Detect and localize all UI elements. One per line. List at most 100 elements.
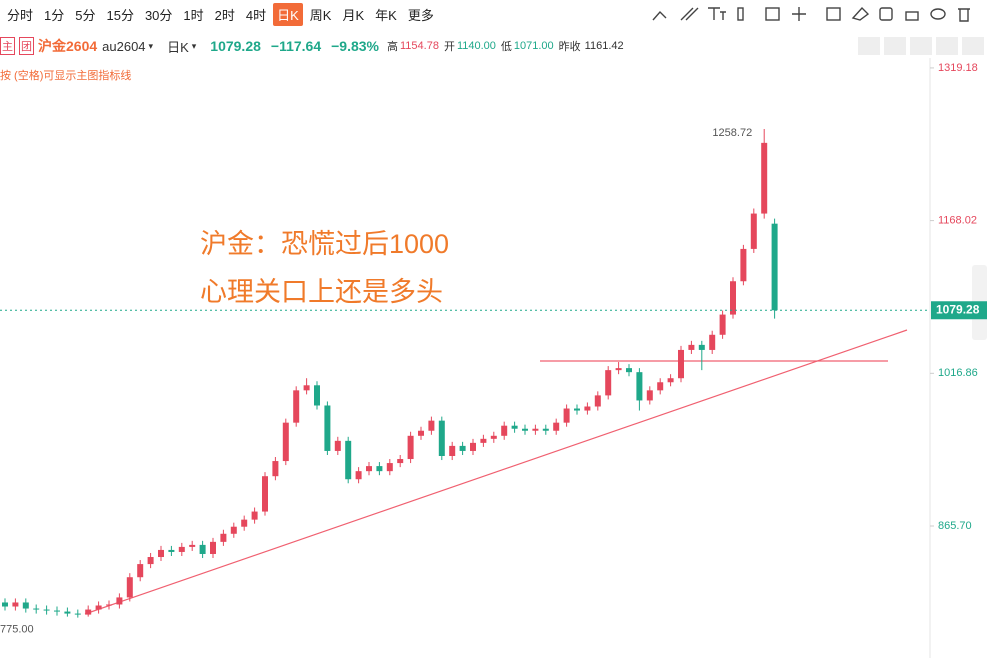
period-tab[interactable]: 2时 bbox=[214, 7, 235, 23]
body bbox=[386, 463, 393, 472]
toolbar: 分时 1分 5分 15分 30分 1时 2时 4时 日K 周K 月K 年K 更多 bbox=[0, 0, 438, 28]
body bbox=[626, 368, 632, 373]
body bbox=[147, 557, 154, 565]
body bbox=[605, 370, 612, 396]
body bbox=[334, 440, 341, 451]
button[interactable] bbox=[858, 37, 880, 55]
icon[interactable] bbox=[792, 7, 806, 21]
icon[interactable] bbox=[958, 8, 970, 22]
body bbox=[293, 390, 300, 423]
change-pct: −9.83% bbox=[331, 38, 379, 54]
period-tab[interactable]: 年K bbox=[375, 7, 397, 23]
period-tab[interactable]: 分时 bbox=[7, 7, 34, 23]
y-tick-label: 1016.86 bbox=[938, 367, 978, 379]
body bbox=[116, 597, 123, 605]
icon[interactable] bbox=[851, 6, 870, 21]
badge: 主 bbox=[0, 37, 15, 55]
body bbox=[64, 611, 71, 614]
period[interactable]: 日K bbox=[167, 39, 189, 55]
label: 开 bbox=[443, 41, 455, 53]
body bbox=[74, 613, 81, 615]
annotation: 心理关口上还是多头 bbox=[200, 277, 443, 307]
body bbox=[230, 526, 237, 534]
body bbox=[241, 519, 248, 527]
label: 低 bbox=[500, 41, 512, 53]
body bbox=[480, 438, 487, 443]
y-tick-label: 1168.02 bbox=[938, 215, 977, 227]
icon[interactable] bbox=[708, 7, 726, 20]
more[interactable]: 更多 bbox=[407, 7, 434, 23]
body bbox=[303, 385, 310, 391]
icon[interactable] bbox=[905, 11, 919, 21]
icon[interactable] bbox=[652, 10, 667, 21]
body bbox=[85, 609, 92, 615]
value: 1161.42 bbox=[584, 40, 624, 52]
body bbox=[366, 466, 372, 472]
body bbox=[272, 461, 279, 477]
body bbox=[2, 602, 8, 607]
body bbox=[657, 382, 664, 391]
body bbox=[428, 420, 435, 431]
body bbox=[719, 314, 726, 335]
body bbox=[168, 549, 175, 552]
icon[interactable] bbox=[680, 7, 699, 21]
body bbox=[511, 425, 518, 429]
caret: ▾ bbox=[148, 40, 154, 51]
body bbox=[345, 440, 352, 480]
body bbox=[12, 602, 19, 607]
body bbox=[262, 476, 268, 512]
body bbox=[709, 334, 716, 350]
body bbox=[470, 442, 476, 451]
body bbox=[220, 533, 227, 542]
period-tab[interactable]: 日K bbox=[273, 2, 303, 26]
body bbox=[282, 422, 289, 462]
button[interactable] bbox=[884, 37, 906, 55]
body bbox=[418, 430, 424, 436]
hint: 按 (空格)可显示主图指标线 bbox=[0, 70, 132, 82]
icon[interactable] bbox=[826, 7, 841, 21]
code[interactable]: au2604 bbox=[102, 38, 146, 54]
period-tab[interactable]: 月K bbox=[342, 7, 365, 23]
value: 1071.00 bbox=[513, 40, 554, 52]
period-tab[interactable]: 15分 bbox=[106, 7, 134, 23]
body bbox=[584, 406, 591, 411]
body bbox=[730, 281, 736, 315]
period-tab[interactable]: 周K bbox=[309, 7, 332, 23]
body bbox=[449, 445, 456, 456]
low-label: 775.00 bbox=[0, 624, 34, 636]
body bbox=[615, 368, 622, 371]
period-tab[interactable]: 5分 bbox=[75, 7, 96, 23]
body bbox=[22, 602, 29, 609]
body bbox=[542, 428, 549, 431]
body bbox=[397, 459, 404, 464]
body bbox=[178, 546, 185, 552]
body bbox=[106, 604, 112, 606]
icon[interactable] bbox=[765, 7, 780, 21]
icon[interactable] bbox=[879, 7, 893, 21]
value: 1140.00 bbox=[456, 40, 496, 52]
icon[interactable] bbox=[737, 7, 744, 21]
annotation: 沪金：恐慌过后1000 bbox=[200, 229, 449, 259]
icon[interactable] bbox=[930, 8, 946, 20]
high-label: 1258.72 bbox=[712, 127, 752, 139]
value: 1154.78 bbox=[400, 40, 439, 52]
body bbox=[210, 541, 216, 554]
body bbox=[761, 142, 768, 214]
period-tab[interactable]: 1分 bbox=[44, 7, 65, 23]
label: 昨收 bbox=[558, 41, 581, 53]
caret: ▾ bbox=[191, 40, 197, 51]
period-tab[interactable]: 1时 bbox=[183, 7, 204, 23]
body bbox=[137, 564, 144, 578]
body bbox=[376, 466, 383, 472]
body bbox=[189, 544, 196, 547]
button[interactable] bbox=[936, 37, 958, 55]
period-tab[interactable]: 30分 bbox=[144, 7, 173, 23]
button[interactable] bbox=[910, 37, 932, 55]
body bbox=[667, 378, 674, 383]
body bbox=[158, 549, 164, 558]
body bbox=[126, 577, 133, 598]
period-tab[interactable]: 4时 bbox=[245, 7, 267, 23]
price-tag bbox=[931, 301, 987, 320]
button[interactable] bbox=[962, 37, 984, 55]
